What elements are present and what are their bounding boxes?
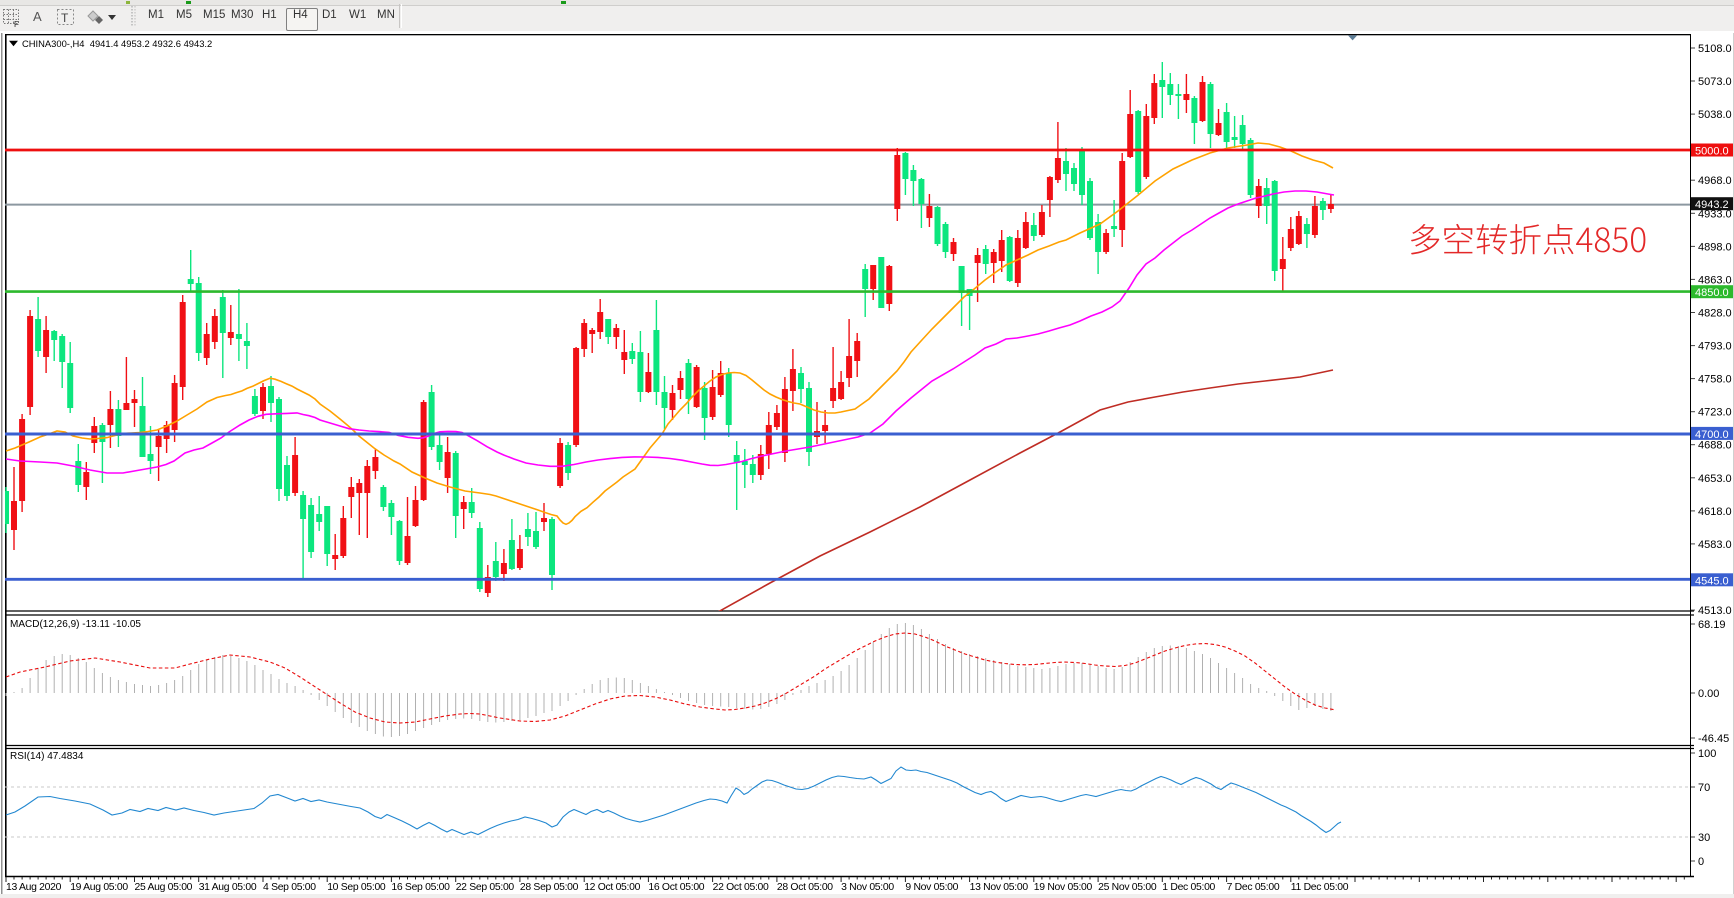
svg-text:30: 30 — [1698, 832, 1710, 844]
svg-text:4545.0: 4545.0 — [1695, 575, 1729, 587]
svg-text:13 Aug 2020: 13 Aug 2020 — [6, 882, 62, 893]
svg-text:RSI(14) 47.4834: RSI(14) 47.4834 — [10, 751, 84, 762]
svg-text:-46.45: -46.45 — [1698, 733, 1729, 745]
svg-text:28 Sep 05:00: 28 Sep 05:00 — [520, 882, 579, 893]
svg-text:4723.0: 4723.0 — [1698, 407, 1732, 419]
svg-text:22 Sep 05:00: 22 Sep 05:00 — [456, 882, 515, 893]
svg-text:7 Dec 05:00: 7 Dec 05:00 — [1227, 882, 1280, 893]
svg-text:16 Oct 05:00: 16 Oct 05:00 — [648, 882, 704, 893]
svg-text:A: A — [33, 9, 42, 24]
svg-text:3 Nov 05:00: 3 Nov 05:00 — [841, 882, 894, 893]
svg-text:13 Nov 05:00: 13 Nov 05:00 — [970, 882, 1029, 893]
svg-text:F: F — [14, 20, 19, 29]
svg-text:5000.0: 5000.0 — [1695, 146, 1729, 158]
svg-text:0.00: 0.00 — [1698, 688, 1719, 700]
svg-text:4688.0: 4688.0 — [1698, 440, 1732, 452]
svg-text:5108.0: 5108.0 — [1698, 43, 1732, 55]
svg-text:19 Nov 05:00: 19 Nov 05:00 — [1034, 882, 1093, 893]
svg-text:28 Oct 05:00: 28 Oct 05:00 — [777, 882, 833, 893]
svg-text:9 Nov 05:00: 9 Nov 05:00 — [905, 882, 958, 893]
svg-text:25 Nov 05:00: 25 Nov 05:00 — [1098, 882, 1157, 893]
svg-text:4793.0: 4793.0 — [1698, 341, 1732, 353]
svg-text:11 Dec 05:00: 11 Dec 05:00 — [1291, 882, 1349, 893]
svg-text:16 Sep 05:00: 16 Sep 05:00 — [391, 882, 450, 893]
svg-text:22 Oct 05:00: 22 Oct 05:00 — [713, 882, 769, 893]
svg-text:4943.2: 4943.2 — [1695, 199, 1729, 211]
svg-text:25 Aug 05:00: 25 Aug 05:00 — [135, 882, 193, 893]
svg-text:4653.0: 4653.0 — [1698, 473, 1732, 485]
svg-text:MACD(12,26,9) -13.11 -10.05: MACD(12,26,9) -13.11 -10.05 — [10, 619, 141, 630]
svg-text:4933.0: 4933.0 — [1698, 208, 1732, 220]
svg-text:12 Oct 05:00: 12 Oct 05:00 — [584, 882, 640, 893]
svg-text:68.19: 68.19 — [1698, 619, 1726, 631]
svg-text:4618.0: 4618.0 — [1698, 506, 1732, 518]
svg-text:4863.0: 4863.0 — [1698, 274, 1732, 286]
svg-text:100: 100 — [1698, 748, 1716, 760]
svg-text:5073.0: 5073.0 — [1698, 76, 1732, 88]
svg-text:1 Dec 05:00: 1 Dec 05:00 — [1162, 882, 1215, 893]
svg-text:0: 0 — [1698, 856, 1704, 868]
svg-text:4758.0: 4758.0 — [1698, 374, 1732, 386]
svg-text:31 Aug 05:00: 31 Aug 05:00 — [199, 882, 257, 893]
svg-text:10 Sep 05:00: 10 Sep 05:00 — [327, 882, 386, 893]
svg-text:4968.0: 4968.0 — [1698, 175, 1732, 187]
svg-text:4850.0: 4850.0 — [1695, 287, 1729, 299]
svg-text:19 Aug 05:00: 19 Aug 05:00 — [70, 882, 128, 893]
svg-text:4700.0: 4700.0 — [1695, 429, 1729, 441]
svg-text:CHINA300-,H4 4941.4 4953.2 49: CHINA300-,H4 4941.4 4953.2 4932.6 4943.2 — [22, 38, 212, 49]
svg-text:5038.0: 5038.0 — [1698, 109, 1732, 121]
svg-text:4898.0: 4898.0 — [1698, 241, 1732, 253]
svg-text:4 Sep 05:00: 4 Sep 05:00 — [263, 882, 316, 893]
svg-text:T: T — [61, 11, 69, 25]
svg-text:70: 70 — [1698, 782, 1710, 794]
svg-text:4583.0: 4583.0 — [1698, 539, 1732, 551]
svg-text:4513.0: 4513.0 — [1698, 605, 1732, 617]
svg-text:4828.0: 4828.0 — [1698, 308, 1732, 320]
